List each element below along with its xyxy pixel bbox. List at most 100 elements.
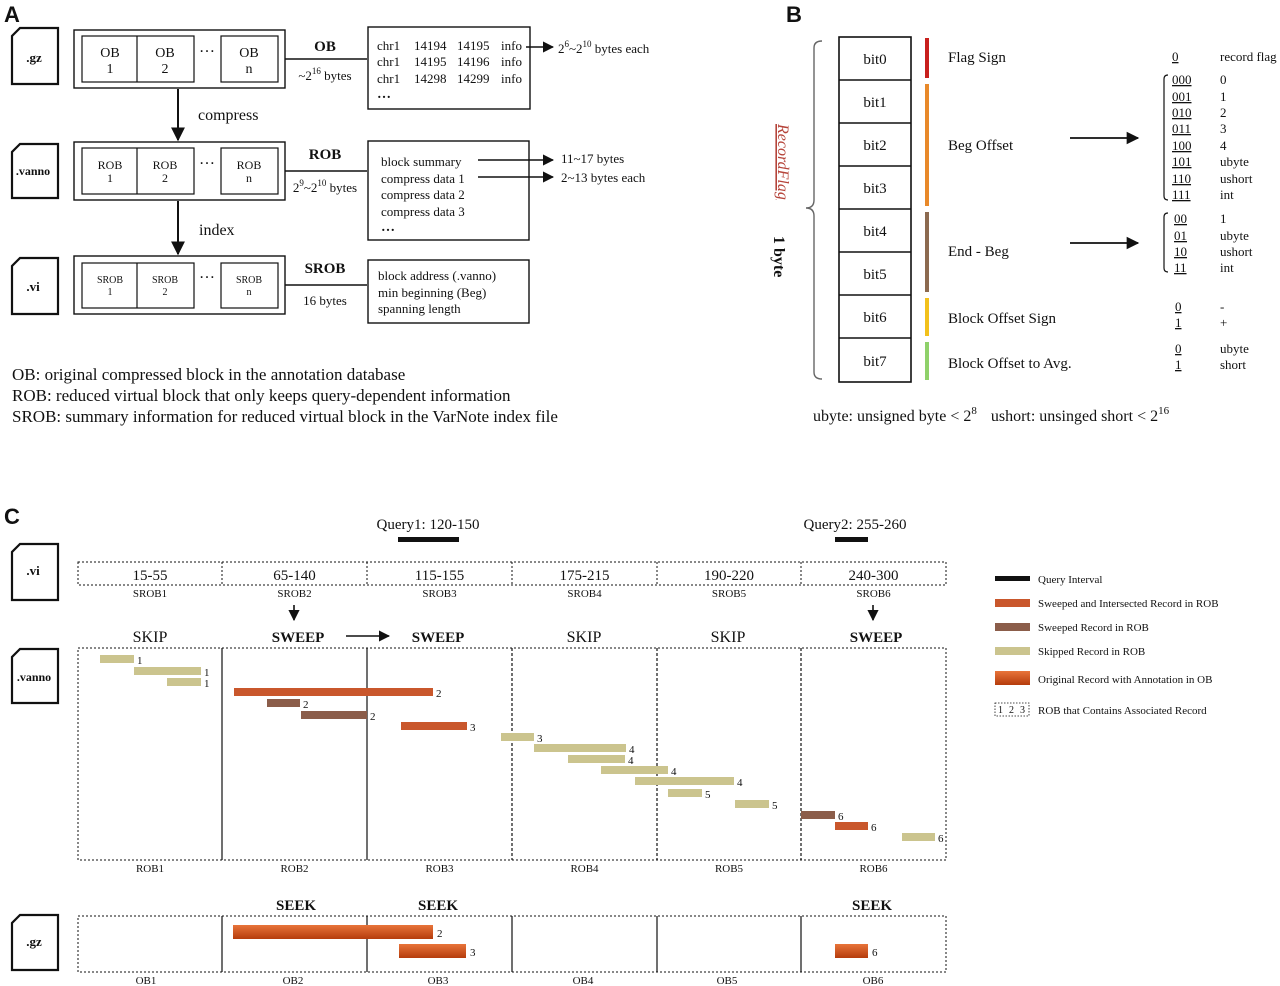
svg-text:000: 000 [1172, 72, 1192, 87]
record-rob-label: 4 [671, 766, 677, 778]
one-byte-label: 1 byte [770, 236, 787, 277]
svg-text:info: info [501, 54, 522, 69]
srob-strip: 15-55 65-140 115-155 175-215 190-220 240-300 S… [77, 561, 947, 600]
svg-text:ushort: ushort [1220, 244, 1253, 259]
legend-rob-box-1: 1 [998, 705, 1003, 716]
block-offset-sign-codes: 0 - 1 + [1175, 299, 1227, 330]
rob-label: ROB [309, 147, 342, 163]
query2-label: Query2: 255-260 [804, 517, 907, 533]
file-label-gz: .gz [26, 50, 42, 65]
legend-intersect-text: Sweeped and Intersected Record in ROB [1038, 598, 1219, 610]
legend-intersect-swatch [995, 599, 1030, 607]
record-rob-label: 2 [303, 699, 309, 711]
srob-range-5: 190-220 [704, 568, 754, 584]
file-icon-gz: .gz [10, 26, 60, 86]
srob-detail-box: block address (.vanno) min beginning (Be… [367, 259, 530, 324]
svg-text:00: 00 [1174, 211, 1187, 226]
svg-text:ubyte: ubyte [1220, 341, 1249, 356]
rob-name-5: ROB5 [715, 863, 744, 875]
rob-size: 29~210 bytes [293, 178, 357, 195]
query1-label: Query1: 120-150 [377, 517, 480, 533]
ob-name-3: OB3 [428, 975, 449, 986]
record-flag-label: RecordFlag [774, 123, 791, 200]
file-icon-vi-c: .vi [10, 542, 60, 602]
record-rob-label: 5 [772, 800, 778, 812]
rob-ellipsis: … [199, 151, 215, 168]
svg-text:info: info [501, 71, 522, 86]
record-rob-label: 4 [737, 777, 743, 789]
index-label: index [199, 222, 235, 239]
panel-label-b: B [786, 2, 802, 27]
svg-text:1: 1 [1220, 211, 1227, 226]
svg-text:1: 1 [1220, 89, 1227, 104]
action-4: SKIP [567, 629, 602, 646]
legend-rob-swatch [994, 702, 1030, 717]
srob-range-4: 175-215 [560, 568, 610, 584]
ob-label: OB [314, 39, 336, 55]
ob-block-2-name: OB [155, 46, 174, 61]
panel-label-a: A [4, 2, 20, 27]
seek-label-3: SEEK [418, 898, 458, 914]
svg-text:0: 0 [1220, 72, 1227, 87]
field-block-offset-avg: Block Offset to Avg. [948, 356, 1072, 372]
rob-block-1-name: ROB [98, 158, 123, 172]
ob-record-label: 3 [470, 947, 476, 959]
rob-detail-line-3: compress data 2 [381, 187, 465, 202]
record-bar-skipped [735, 800, 769, 808]
svg-text:14298: 14298 [414, 71, 447, 86]
srob-name-4: SROB4 [567, 588, 602, 600]
record-bar-skipped [568, 755, 625, 763]
srob-range-3: 115-155 [415, 568, 464, 584]
ob-record-bar [233, 925, 433, 939]
legend-srob: SROB: summary information for reduced vi… [12, 407, 558, 426]
record-rob-label: 1 [137, 655, 143, 667]
ob-name-5: OB5 [717, 975, 738, 986]
ob-name-6: OB6 [863, 975, 884, 986]
ob-block-2-index: 2 [162, 62, 169, 77]
svg-text:chr1: chr1 [377, 54, 400, 69]
svg-text:101: 101 [1172, 154, 1192, 169]
svg-text:011: 011 [1172, 121, 1191, 136]
record-rob-label: 2 [436, 688, 442, 700]
svg-text:10: 10 [1174, 244, 1187, 259]
block-offset-avg-codes: 0 ubyte 1 short [1175, 341, 1249, 372]
file-label-vi: .vi [26, 279, 40, 294]
file-label-vanno: .vanno [16, 164, 50, 178]
srob-name-2: SROB2 [277, 588, 311, 600]
svg-text:info: info [501, 38, 522, 53]
beg-offset-codes: 000 0 001 1 010 2 011 3 100 4 101 ubyte 110 ush… [1172, 72, 1253, 202]
rob-block-1-index: 1 [107, 171, 113, 185]
panel-label-c: C [4, 504, 20, 529]
type-footnote: ubyte: unsigned byte < 28 ushort: unsinge… [813, 405, 1170, 425]
svg-text:ushort: ushort [1220, 171, 1253, 186]
svg-text:short: short [1220, 357, 1246, 372]
record-bar-skipped [167, 678, 201, 686]
legend-rob: ROB: reduced virtual block that only kee… [12, 386, 511, 405]
legend-rob-box-3: 3 [1020, 705, 1025, 716]
srob-label: SROB [305, 261, 346, 277]
rob-name-1: ROB1 [136, 863, 164, 875]
rob-detail-box: block summary compress data 1 compress d… [367, 140, 530, 241]
legend-c: Query Interval Sweeped and Intersected R… [994, 574, 1219, 717]
file-icon-vanno: .vanno [10, 142, 60, 200]
rob-summary-size: 11~17 bytes [561, 151, 624, 166]
rob-region [77, 647, 947, 861]
svg-text:110: 110 [1172, 171, 1191, 186]
query1-interval [398, 537, 459, 542]
svg-text:2: 2 [1220, 105, 1227, 120]
svg-text:001: 001 [1172, 89, 1192, 104]
svg-text:3: 3 [1220, 121, 1227, 136]
seek-label-2: SEEK [276, 898, 316, 914]
field-end-beg: End - Beg [948, 244, 1009, 260]
srob-block-n-name: SROB [236, 275, 262, 286]
srob-name-5: SROB5 [712, 588, 747, 600]
ob-record-label: 2 [437, 928, 443, 940]
ob-detail-line-2: chr1 14195 14196 info [377, 54, 522, 69]
record-rob-label: 3 [537, 733, 543, 745]
ob-detail-line-1: chr1 14194 14195 info [377, 38, 522, 53]
legend-swept-text: Sweeped Record in ROB [1038, 622, 1149, 634]
svg-text:1: 1 [1175, 315, 1182, 330]
ob-ellipsis: … [199, 39, 215, 56]
record-bar-skipped [534, 744, 626, 752]
